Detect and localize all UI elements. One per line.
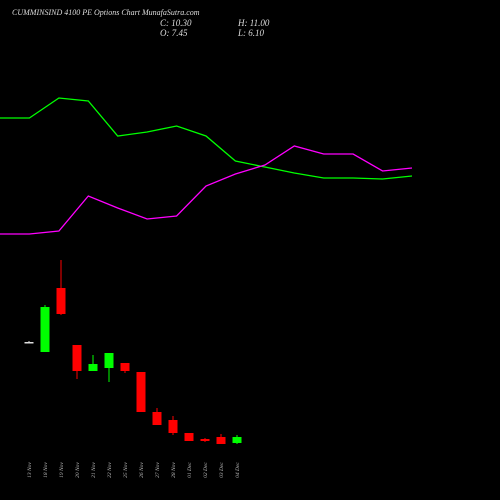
x-tick-label: 04 Dec	[234, 462, 241, 478]
candle-body	[120, 363, 130, 371]
x-tick-label: 13 Nov	[27, 462, 33, 478]
x-tick-label: 02 Dec	[203, 462, 209, 478]
x-tick-label: 25 Nov	[123, 462, 129, 478]
candle-body	[200, 439, 210, 441]
x-tick-label: 01 Dec	[187, 462, 193, 478]
x-tick-label: 28 Nov	[171, 462, 177, 478]
candle-body	[40, 307, 50, 352]
candle-body	[72, 345, 82, 371]
x-tick-label: 26 Nov	[139, 462, 145, 478]
candle-body	[168, 420, 178, 433]
x-tick-label: 27 Nov	[155, 462, 161, 478]
candle-body	[216, 437, 226, 444]
candle-body	[24, 342, 34, 344]
x-tick-label: 21 Nov	[91, 462, 97, 478]
line-series	[0, 145, 413, 235]
candle-body	[56, 288, 66, 314]
x-tick-label: 22 Nov	[107, 462, 113, 478]
chart-title: CUMMINSIND 4100 PE Options Chart MunafaS…	[12, 8, 200, 17]
x-tick-label: 20 Nov	[75, 462, 81, 478]
line-series	[0, 97, 413, 180]
candle-body	[104, 353, 114, 368]
candle-body	[232, 437, 242, 443]
x-tick-label: 18 Nov	[43, 462, 49, 478]
open-label: O: 7.45	[160, 28, 188, 38]
candle-body	[136, 372, 146, 412]
candle-body	[184, 433, 194, 441]
x-tick-label: 03 Dec	[219, 462, 225, 478]
close-label: C: 10.30	[160, 18, 192, 28]
candle-body	[152, 412, 162, 425]
candle-body	[88, 364, 98, 371]
x-tick-label: 19 Nov	[59, 462, 65, 478]
high-label: H: 11.00	[237, 18, 270, 28]
low-label: L: 6.10	[237, 28, 265, 38]
